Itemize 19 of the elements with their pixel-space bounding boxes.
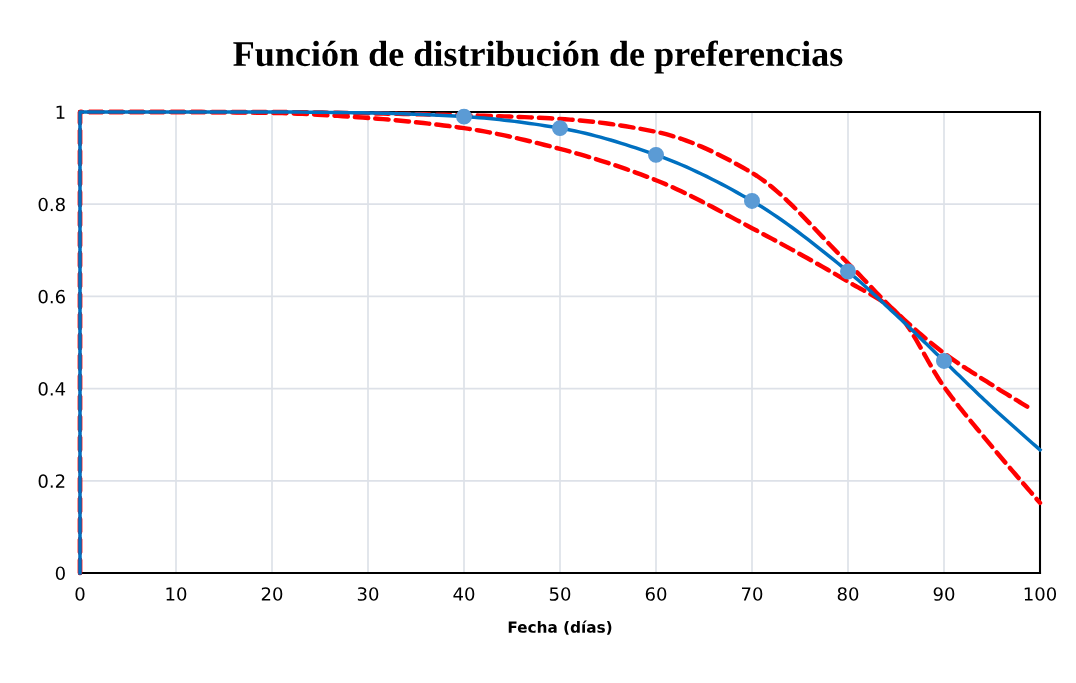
x-tick-label: 70 — [741, 587, 763, 601]
x-tick-label: 0 — [75, 587, 85, 601]
y-tick-label: 1 — [56, 105, 65, 119]
x-tick-label: 20 — [261, 587, 283, 601]
x-tick-label: 80 — [837, 587, 859, 601]
x-axis-title: Fecha (días) — [508, 620, 612, 635]
y-tick-label: 0.2 — [38, 474, 65, 488]
chart-title: Función de distribución de preferencias — [233, 40, 843, 74]
x-tick-label: 10 — [166, 587, 187, 601]
x-tick-label: 60 — [645, 587, 667, 601]
y-tick-label: 0 — [55, 566, 65, 581]
y-tick-label: 0.6 — [38, 289, 65, 304]
x-tick-label: 90 — [933, 587, 955, 601]
x-tick-label: 30 — [357, 587, 379, 601]
x-tick-label: 40 — [453, 587, 475, 601]
x-tick-label: 50 — [549, 587, 571, 601]
y-tick-label: 0.4 — [38, 382, 66, 396]
y-tick-label: 0.8 — [38, 197, 65, 212]
x-tick-label: 100 — [1024, 587, 1057, 601]
